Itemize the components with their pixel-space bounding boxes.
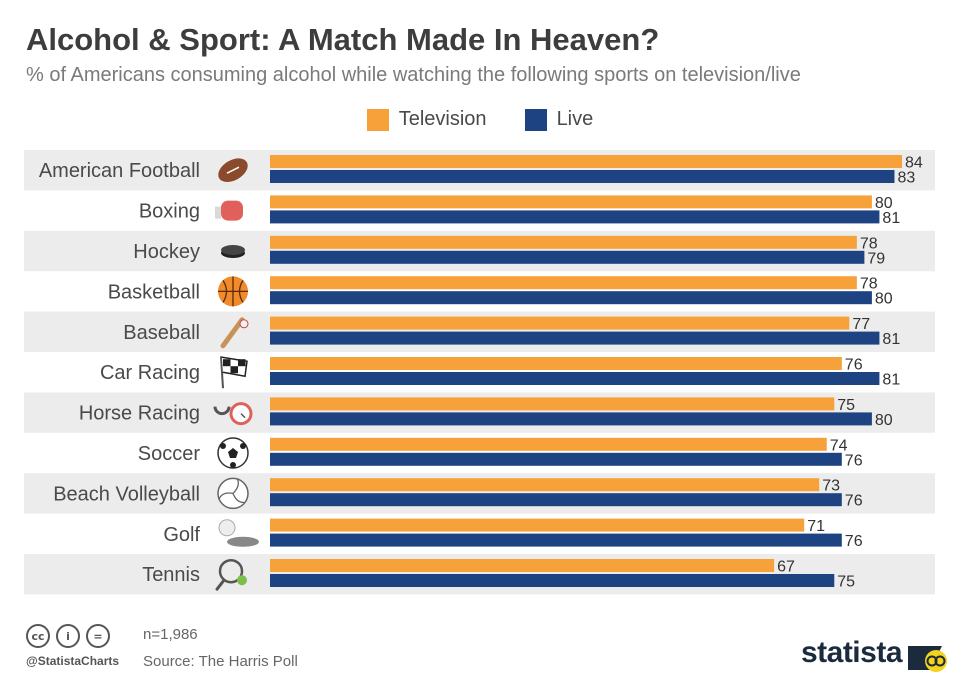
twitter-handle[interactable]: @StatistaCharts <box>26 654 120 668</box>
category-label: Basketball <box>108 281 200 303</box>
legend-label-television: Television <box>398 108 487 130</box>
category-label: Horse Racing <box>79 403 200 425</box>
category-label: Baseball <box>123 322 200 344</box>
chart-title: Alcohol & Sport: A Match Made In Heaven? <box>26 22 660 57</box>
bar-television <box>270 518 805 532</box>
basketball-icon <box>218 276 248 307</box>
data-label: 76 <box>845 493 863 510</box>
data-label: 71 <box>807 518 825 535</box>
bar-live <box>270 291 872 305</box>
data-label: 81 <box>882 372 900 389</box>
bar-live <box>270 210 880 224</box>
bar-live <box>270 533 842 547</box>
data-label: 76 <box>845 357 863 374</box>
data-label: 80 <box>875 291 893 308</box>
data-label: 81 <box>882 210 900 227</box>
bar-television <box>270 437 827 451</box>
checkered-flag-icon <box>220 356 248 389</box>
chart-subtitle: % of Americans consuming alcohol while w… <box>26 64 801 86</box>
legend: Television Live <box>0 108 960 131</box>
data-label: 80 <box>875 412 893 429</box>
bar-live <box>270 331 880 345</box>
no-derivatives-icon: = <box>86 624 110 648</box>
bar-live <box>270 493 842 507</box>
data-label: 80 <box>875 195 893 212</box>
statista-wordmark[interactable]: statista <box>800 636 903 669</box>
legend-label-live: Live <box>556 108 594 130</box>
baseball-bat-icon <box>220 317 249 349</box>
data-label: 84 <box>905 155 923 172</box>
bar-live <box>270 412 872 426</box>
category-label: Boxing <box>139 201 200 223</box>
statista-logo-icon <box>908 646 947 672</box>
bar-television <box>270 559 775 572</box>
golf-ball-icon <box>218 519 259 547</box>
legend-swatch-live <box>524 108 547 131</box>
data-label: 83 <box>897 170 915 187</box>
volleyball-icon <box>217 477 249 510</box>
horseshoe-stopwatch-icon <box>213 402 253 426</box>
license-icons: cc i = <box>26 624 110 648</box>
data-label: 75 <box>837 397 855 414</box>
legend-item-television: Television <box>366 108 487 131</box>
source-note: Source: The Harris Poll <box>143 653 298 670</box>
data-label: 76 <box>845 533 863 550</box>
bar-live <box>270 250 865 264</box>
bar-television <box>270 235 857 249</box>
category-label: Golf <box>163 524 200 546</box>
bar-television <box>270 357 842 370</box>
data-label: 78 <box>860 235 878 252</box>
data-label: 76 <box>845 452 863 469</box>
data-label: 78 <box>860 276 878 293</box>
category-label: American Football <box>39 160 200 182</box>
football-icon <box>218 158 248 182</box>
creative-commons-icon: cc <box>26 624 50 648</box>
bar-television <box>270 316 850 330</box>
data-label: 73 <box>822 478 840 495</box>
bar-live <box>270 574 835 587</box>
bar-live <box>270 452 842 466</box>
category-label: Car Racing <box>100 362 200 384</box>
hockey-puck-icon <box>221 245 245 258</box>
boxing-glove-icon <box>215 200 243 221</box>
bar-live <box>270 372 880 385</box>
legend-item-live: Live <box>524 108 594 131</box>
category-label: Hockey <box>133 241 200 263</box>
bar-live <box>270 170 895 183</box>
bar-television <box>270 195 872 209</box>
bar-television <box>270 397 835 411</box>
bar-television <box>270 276 857 290</box>
bar-television <box>270 478 820 492</box>
bar-television <box>270 155 902 168</box>
category-label: Beach Volleyball <box>53 483 200 505</box>
legend-swatch-television <box>366 108 389 131</box>
category-label: Soccer <box>138 443 201 465</box>
tennis-racket-icon <box>215 558 247 591</box>
attribution-icon: i <box>56 624 80 648</box>
category-label: Tennis <box>142 564 200 586</box>
data-label: 74 <box>830 437 848 454</box>
data-label: 79 <box>867 250 885 267</box>
soccer-ball-icon <box>217 437 249 469</box>
sample-size: n=1,986 <box>143 626 198 643</box>
data-label: 77 <box>852 316 870 333</box>
data-label: 81 <box>882 331 900 348</box>
data-label: 75 <box>837 574 855 591</box>
data-label: 67 <box>777 559 795 576</box>
